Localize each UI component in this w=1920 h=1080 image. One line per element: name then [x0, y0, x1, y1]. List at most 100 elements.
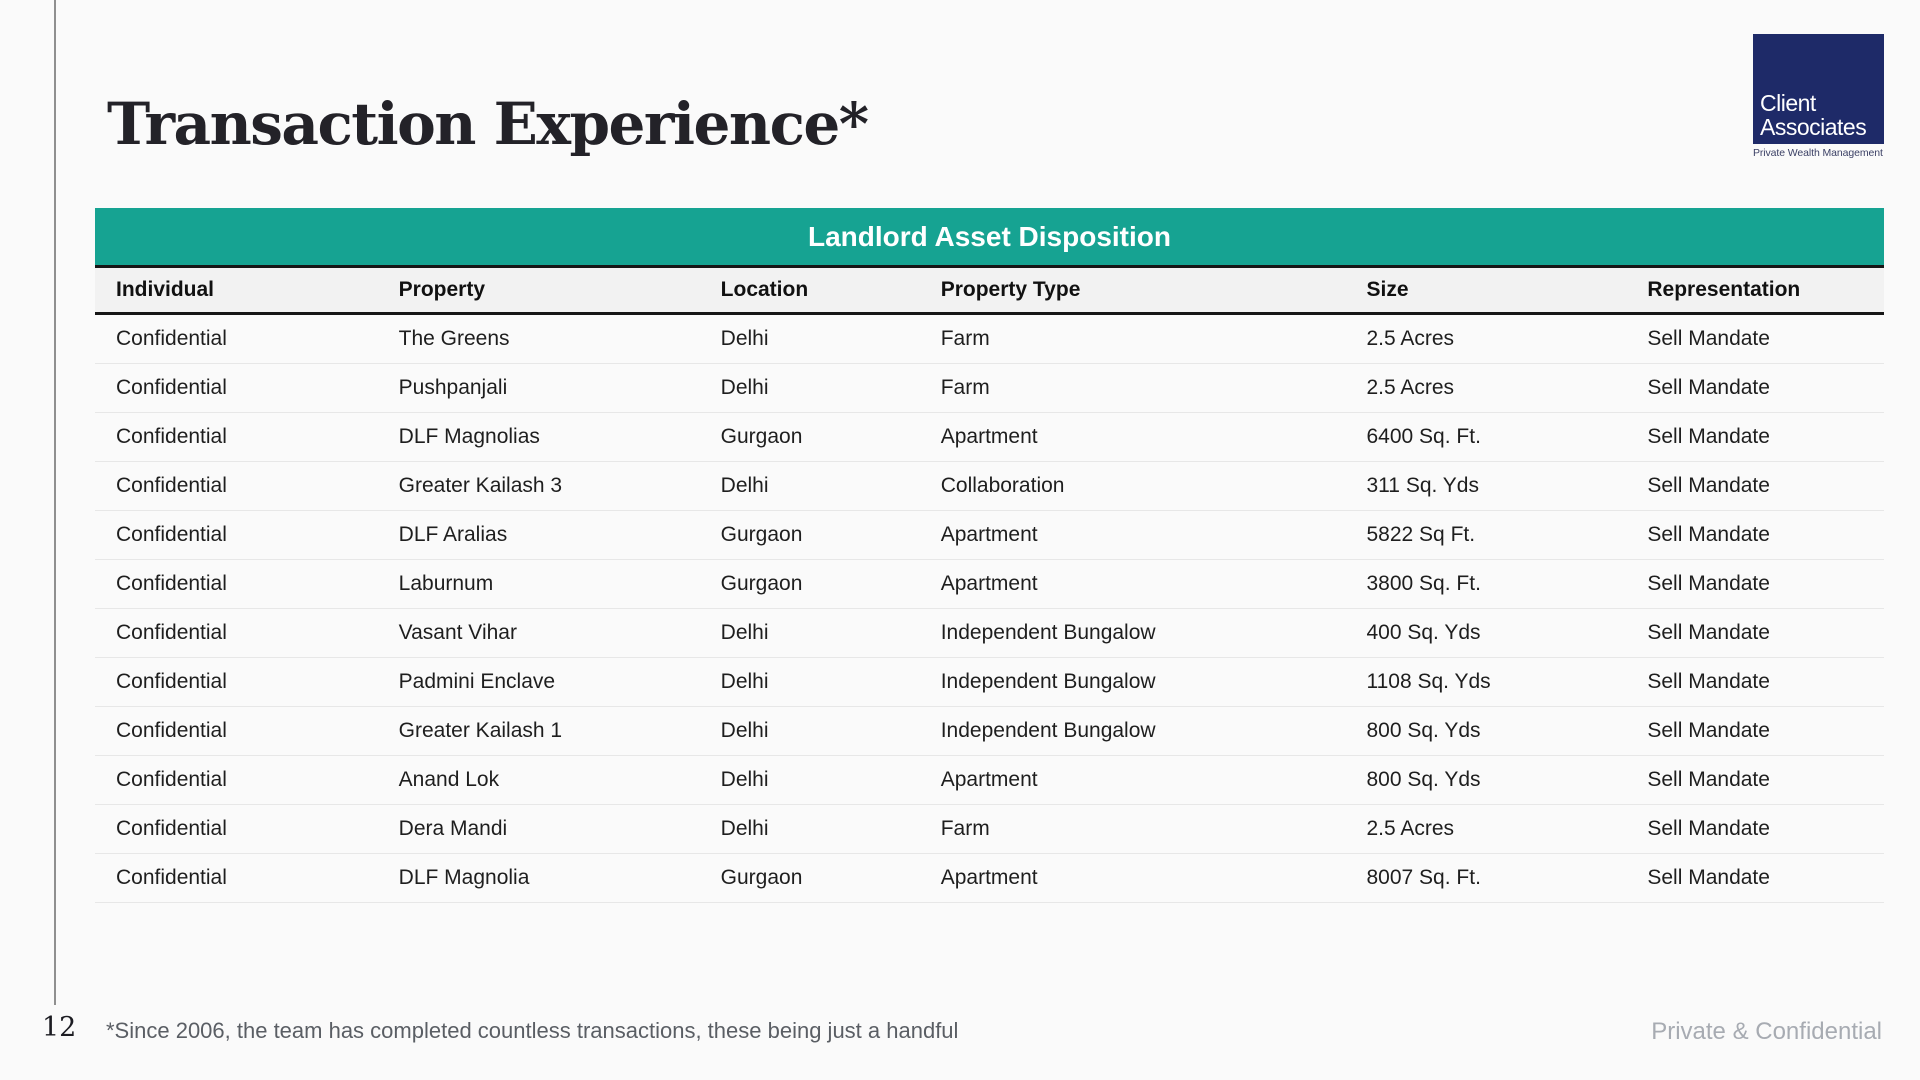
table-row: Confidential Dera Mandi Delhi Farm 2.5 A…: [95, 805, 1884, 854]
cell-location: Delhi: [720, 376, 769, 399]
footnote: *Since 2006, the team has completed coun…: [106, 1018, 959, 1043]
table-row: Confidential Vasant Vihar Delhi Independ…: [95, 609, 1884, 658]
page-number: 12: [42, 1012, 77, 1043]
cell-property: Pushpanjali: [398, 376, 508, 399]
cell-property-type: Farm: [940, 376, 990, 399]
cell-individual: Confidential: [116, 768, 227, 791]
cell-property: DLF Magnolias: [398, 425, 540, 448]
cell-property: Greater Kailash 1: [398, 719, 563, 742]
table-row: Confidential Anand Lok Delhi Apartment 8…: [95, 756, 1884, 805]
table-row: Confidential The Greens Delhi Farm 2.5 A…: [95, 315, 1884, 364]
page-title: Transaction Experience*: [107, 90, 869, 158]
logo-line1: Client: [1760, 89, 1816, 116]
table-row: Confidential DLF Aralias Gurgaon Apartme…: [95, 511, 1884, 560]
table-row: Confidential DLF Magnolia Gurgaon Apartm…: [95, 854, 1884, 903]
table-title: Landlord Asset Disposition: [808, 220, 1171, 252]
cell-representation: Sell Mandate: [1647, 474, 1770, 497]
cell-property-type: Independent Bungalow: [940, 719, 1156, 742]
cell-representation: Sell Mandate: [1647, 327, 1770, 350]
cell-property-type: Apartment: [940, 866, 1038, 889]
cell-location: Gurgaon: [720, 866, 803, 889]
cell-property-type: Farm: [940, 327, 990, 350]
cell-location: Gurgaon: [720, 523, 803, 546]
cell-size: 800 Sq. Yds: [1366, 768, 1481, 791]
cell-individual: Confidential: [116, 425, 227, 448]
cell-representation: Sell Mandate: [1647, 523, 1770, 546]
cell-property-type: Apartment: [940, 572, 1038, 595]
cell-size: 2.5 Acres: [1366, 817, 1455, 840]
cell-property-type: Apartment: [940, 425, 1038, 448]
cell-representation: Sell Mandate: [1647, 425, 1770, 448]
cell-size: 800 Sq. Yds: [1366, 719, 1481, 742]
cell-size: 311 Sq. Yds: [1366, 474, 1479, 497]
table-row: Confidential Padmini Enclave Delhi Indep…: [95, 658, 1884, 707]
cell-representation: Sell Mandate: [1647, 817, 1770, 840]
column-header-size: Size: [1366, 278, 1409, 301]
cell-property-type: Independent Bungalow: [940, 621, 1156, 644]
table-row: Confidential Greater Kailash 1 Delhi Ind…: [95, 707, 1884, 756]
cell-property: Greater Kailash 3: [398, 474, 563, 497]
cell-individual: Confidential: [116, 327, 227, 350]
cell-location: Delhi: [720, 817, 769, 840]
cell-individual: Confidential: [116, 474, 227, 497]
column-header-property-type: Property Type: [940, 278, 1081, 301]
cell-property-type: Farm: [940, 817, 990, 840]
cell-size: 2.5 Acres: [1366, 376, 1455, 399]
cell-property: DLF Magnolia: [398, 866, 530, 889]
logo-tagline: Private Wealth Management: [1753, 147, 1883, 159]
logo-mark: Client Associates: [1753, 34, 1884, 144]
cell-property-type: Collaboration: [940, 474, 1065, 497]
cell-property: Vasant Vihar: [398, 621, 517, 644]
cell-representation: Sell Mandate: [1647, 572, 1770, 595]
cell-property: DLF Aralias: [398, 523, 508, 546]
cell-location: Delhi: [720, 621, 769, 644]
cell-representation: Sell Mandate: [1647, 768, 1770, 791]
cell-location: Gurgaon: [720, 425, 803, 448]
column-header-property: Property: [398, 278, 486, 301]
cell-property-type: Apartment: [940, 768, 1038, 791]
cell-individual: Confidential: [116, 621, 227, 644]
cell-property: Anand Lok: [398, 768, 500, 791]
cell-location: Delhi: [720, 719, 769, 742]
table-title-bar: Landlord Asset Disposition: [95, 208, 1884, 268]
cell-individual: Confidential: [116, 572, 227, 595]
cell-location: Delhi: [720, 768, 769, 791]
cell-property: Dera Mandi: [398, 817, 508, 840]
confidentiality-label: Private & Confidential: [1651, 1018, 1882, 1045]
table-row: Confidential DLF Magnolias Gurgaon Apart…: [95, 413, 1884, 462]
cell-representation: Sell Mandate: [1647, 621, 1770, 644]
cell-location: Delhi: [720, 474, 769, 497]
cell-individual: Confidential: [116, 523, 227, 546]
cell-property: Padmini Enclave: [398, 670, 556, 693]
table-row: Confidential Laburnum Gurgaon Apartment …: [95, 560, 1884, 609]
cell-individual: Confidential: [116, 670, 227, 693]
cell-size: 6400 Sq. Ft.: [1366, 425, 1481, 448]
left-rule: [54, 0, 56, 1005]
cell-representation: Sell Mandate: [1647, 866, 1770, 889]
transactions-table: Landlord Asset Disposition Individual Pr…: [95, 208, 1884, 903]
cell-property-type: Apartment: [940, 523, 1038, 546]
cell-property: Laburnum: [398, 572, 494, 595]
cell-property-type: Independent Bungalow: [940, 670, 1156, 693]
column-header-individual: Individual: [116, 278, 215, 301]
cell-representation: Sell Mandate: [1647, 376, 1770, 399]
table-row: Confidential Greater Kailash 3 Delhi Col…: [95, 462, 1884, 511]
cell-size: 400 Sq. Yds: [1366, 621, 1481, 644]
cell-individual: Confidential: [116, 817, 227, 840]
cell-representation: Sell Mandate: [1647, 670, 1770, 693]
cell-location: Delhi: [720, 327, 769, 350]
table-body: Confidential The Greens Delhi Farm 2.5 A…: [95, 315, 1884, 903]
table-row: Confidential Pushpanjali Delhi Farm 2.5 …: [95, 364, 1884, 413]
cell-property: The Greens: [398, 327, 510, 350]
client-associates-logo: Client Associates Private Wealth Managem…: [1753, 34, 1884, 159]
column-header-representation: Representation: [1647, 278, 1801, 301]
cell-location: Delhi: [720, 670, 769, 693]
cell-size: 3800 Sq. Ft.: [1366, 572, 1481, 595]
cell-size: 5822 Sq Ft.: [1366, 523, 1476, 546]
cell-individual: Confidential: [116, 376, 227, 399]
cell-size: 2.5 Acres: [1366, 327, 1455, 350]
cell-individual: Confidential: [116, 866, 227, 889]
cell-location: Gurgaon: [720, 572, 803, 595]
table-header-row: Individual Property Location Property Ty…: [95, 268, 1884, 315]
cell-size: 1108 Sq. Yds: [1366, 670, 1491, 693]
